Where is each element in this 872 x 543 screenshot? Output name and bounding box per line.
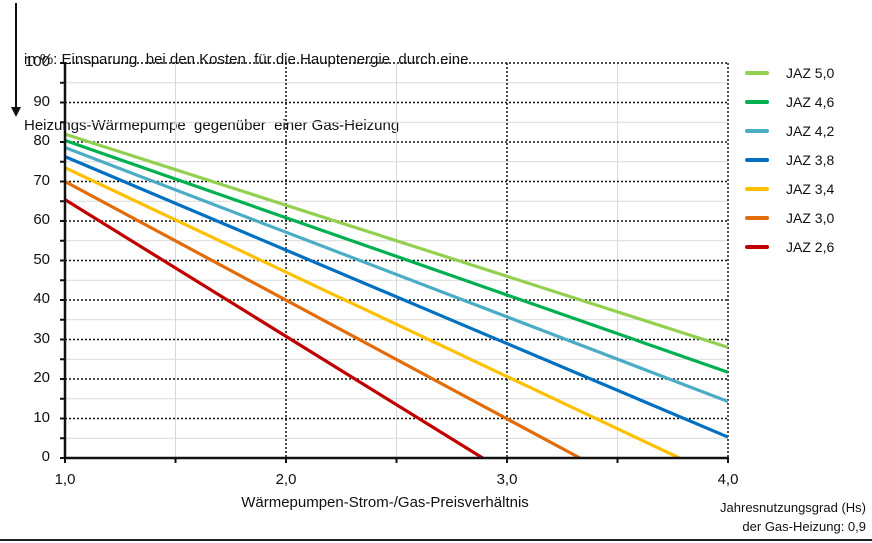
- legend-label: JAZ 4,2: [786, 122, 835, 139]
- series-line: [64, 180, 581, 460]
- y-tick-label: 40: [33, 290, 50, 307]
- x-axis-title: Wärmepumpen-Strom-/Gas-Preisverhältnis: [241, 494, 529, 511]
- x-tick-label: 2,0: [275, 471, 297, 488]
- x-tick-label: 3,0: [496, 471, 518, 488]
- note-line-1: Jahresnutzungsgrad (Hs): [720, 500, 866, 515]
- series-line: [64, 198, 484, 460]
- x-tick-label: 4,0: [717, 471, 739, 488]
- legend-item: JAZ 5,0: [745, 58, 834, 87]
- y-tick-label: 70: [33, 171, 50, 189]
- legend-swatch-icon: [745, 244, 769, 249]
- series-line: [64, 166, 681, 460]
- legend-label: JAZ 2,6: [786, 238, 835, 255]
- legend-swatch-icon: [745, 157, 769, 162]
- series-line: [64, 138, 729, 374]
- y-tick-label: 10: [33, 408, 50, 426]
- bottom-divider: [0, 539, 872, 541]
- legend-item: JAZ 4,6: [745, 87, 834, 116]
- x-tick-label: 1,0: [54, 471, 76, 488]
- legend-label: JAZ 4,6: [786, 93, 835, 110]
- y-tick-label: 0: [41, 448, 50, 465]
- legend-swatch-icon: [745, 128, 769, 133]
- y-tick-label: 30: [33, 329, 50, 347]
- legend-label: JAZ 3,4: [786, 180, 835, 197]
- legend-item: JAZ 3,8: [745, 145, 834, 174]
- legend-swatch-icon: [745, 186, 769, 191]
- y-tick-label: 50: [33, 250, 50, 268]
- down-arrow-icon: [15, 3, 17, 111]
- legend-item: JAZ 2,6: [745, 232, 834, 261]
- annotation-note: Jahresnutzungsgrad (Hs) der Gas-Heizung:…: [720, 498, 866, 536]
- y-tick-label: 60: [33, 211, 50, 228]
- legend-swatch-icon: [745, 215, 769, 220]
- legend-item: JAZ 3,0: [745, 203, 834, 232]
- legend-item: JAZ 4,2: [745, 116, 834, 145]
- legend-label: JAZ 5,0: [786, 64, 835, 81]
- y-tick-label: 20: [33, 369, 50, 386]
- series-line: [64, 155, 729, 439]
- legend-swatch-icon: [745, 99, 769, 104]
- legend-label: JAZ 3,8: [786, 151, 835, 168]
- series-line: [64, 132, 729, 349]
- arrow-head-icon: [11, 107, 21, 117]
- series-line: [64, 146, 729, 404]
- y-tick-label: 100: [24, 53, 50, 70]
- legend-swatch-icon: [745, 70, 769, 75]
- legend-label: JAZ 3,0: [786, 209, 835, 226]
- y-tick-label: 90: [33, 92, 50, 110]
- y-tick-label: 80: [33, 132, 50, 149]
- legend-item: JAZ 3,4: [745, 174, 834, 203]
- legend: JAZ 5,0 JAZ 4,6 JAZ 4,2 JAZ 3,8 JAZ 3,4 JAZ 3…: [745, 58, 834, 261]
- note-line-2: der Gas-Heizung: 0,9: [742, 519, 866, 534]
